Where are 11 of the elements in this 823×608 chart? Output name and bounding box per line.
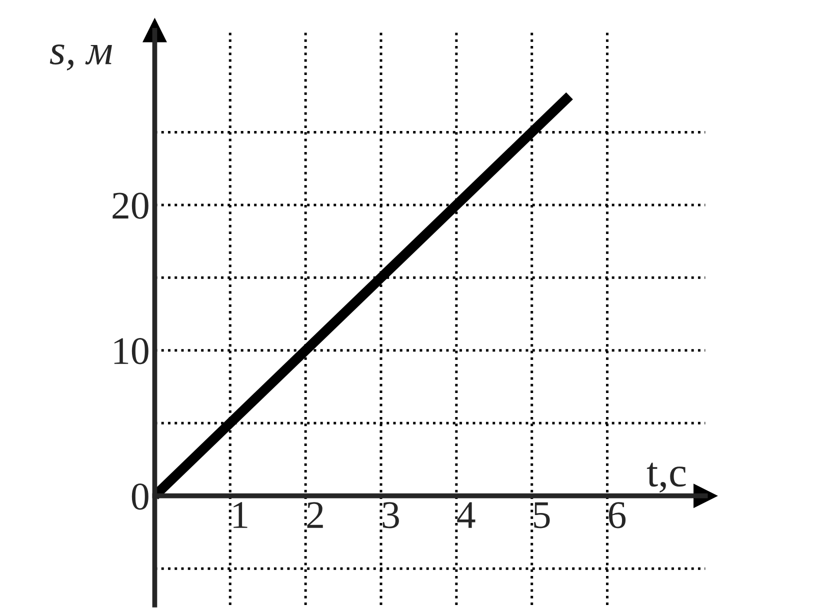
x-axis-title: t,c [646, 462, 686, 493]
y-tick-label: 20 [112, 192, 148, 219]
x-tick-label: 2 [307, 502, 323, 528]
x-tick-label: 4 [457, 502, 476, 528]
x-tick-label: 6 [608, 502, 626, 528]
x-tick-label: 3 [382, 502, 399, 528]
x-tick-label: 1 [234, 502, 248, 528]
y-tick-label: 10 [114, 338, 148, 364]
x-tick-label: 5 [534, 502, 550, 528]
y-tick-label: 0 [132, 484, 148, 510]
y-axis-title: s, м [50, 44, 112, 70]
